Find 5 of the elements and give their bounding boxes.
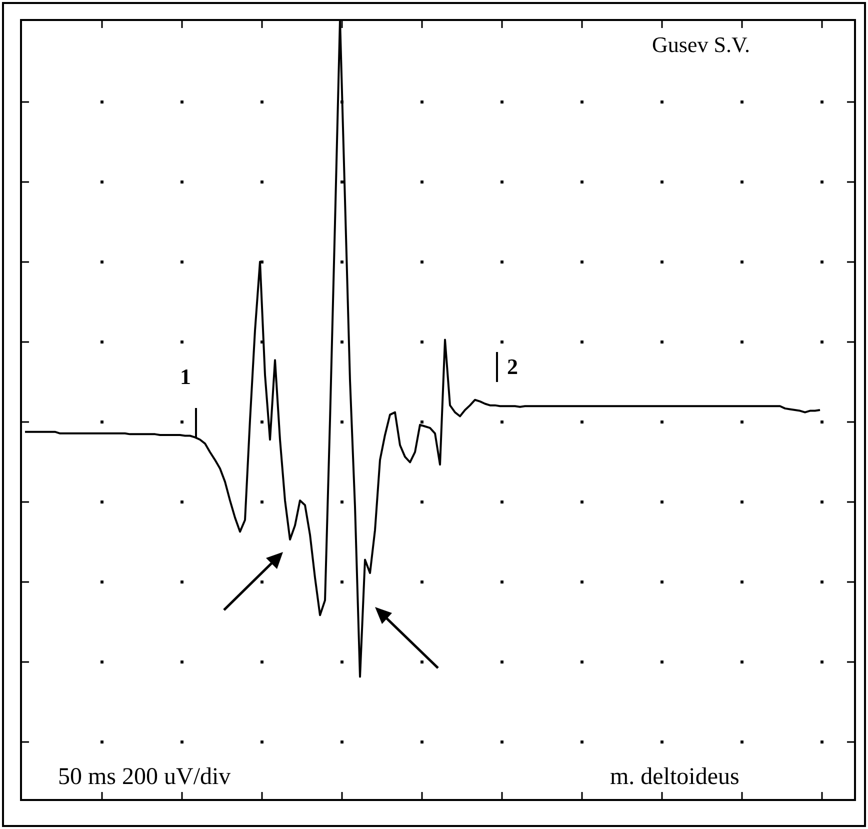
annotation: 1	[180, 364, 191, 389]
annotation: Gusev S.V.	[652, 32, 750, 57]
annotation: 2	[507, 354, 518, 379]
annotation: 50 ms 200 uV/div	[58, 764, 231, 790]
annotation: m. deltoideus	[610, 764, 740, 790]
